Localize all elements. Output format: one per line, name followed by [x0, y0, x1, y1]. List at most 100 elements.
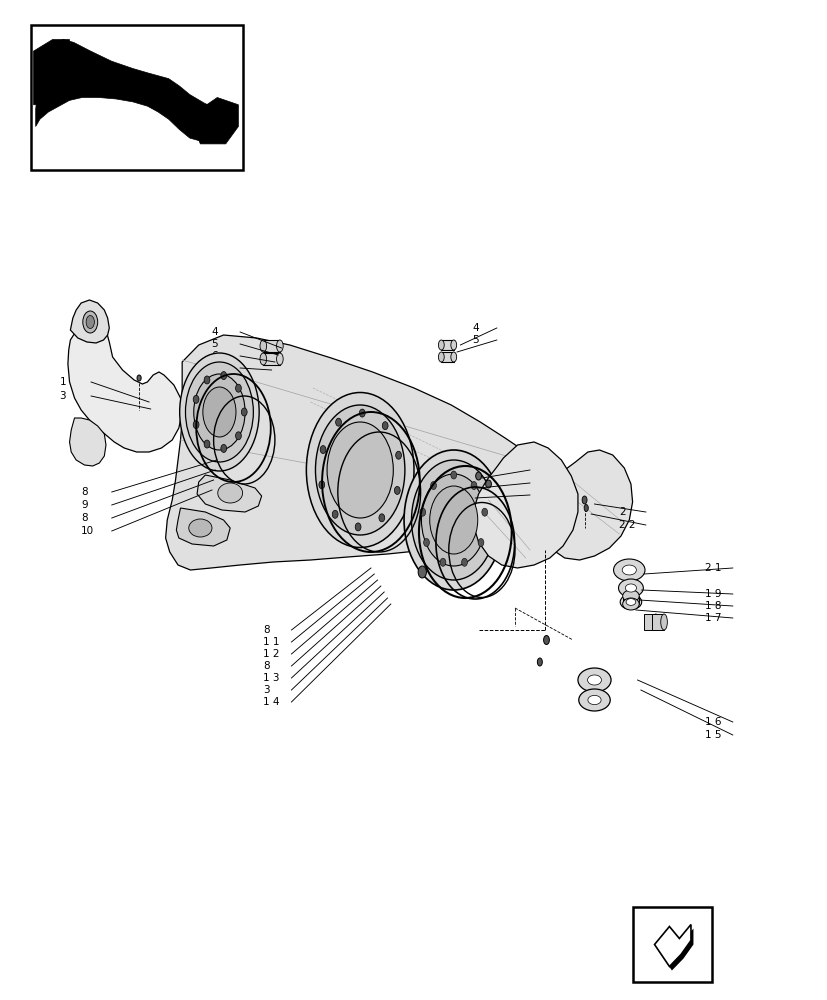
Ellipse shape [450, 471, 457, 479]
Ellipse shape [218, 483, 242, 503]
Ellipse shape [332, 510, 337, 518]
Text: 1 8: 1 8 [705, 601, 721, 611]
Ellipse shape [235, 384, 241, 392]
Text: 1 2: 1 2 [263, 649, 280, 659]
Ellipse shape [613, 559, 644, 581]
Ellipse shape [537, 658, 542, 666]
Ellipse shape [193, 395, 198, 403]
Ellipse shape [86, 316, 94, 328]
Polygon shape [34, 40, 69, 105]
Ellipse shape [189, 519, 212, 537]
Polygon shape [197, 475, 261, 512]
Ellipse shape [429, 486, 477, 554]
Ellipse shape [276, 353, 283, 365]
Ellipse shape [624, 584, 636, 592]
Ellipse shape [419, 508, 425, 516]
Text: 2 0: 2 0 [506, 465, 523, 475]
Ellipse shape [260, 340, 266, 352]
Polygon shape [70, 300, 109, 343]
Bar [633, 907, 711, 982]
Polygon shape [263, 340, 280, 352]
Text: 8: 8 [81, 513, 88, 523]
Ellipse shape [306, 392, 414, 548]
Ellipse shape [128, 73, 154, 102]
Ellipse shape [438, 352, 444, 362]
Ellipse shape [83, 311, 98, 333]
Ellipse shape [395, 451, 401, 459]
Polygon shape [653, 924, 690, 966]
Ellipse shape [137, 375, 141, 381]
Ellipse shape [359, 409, 365, 417]
Ellipse shape [404, 450, 503, 590]
Text: 3: 3 [60, 391, 66, 401]
Ellipse shape [625, 599, 635, 605]
Ellipse shape [327, 422, 393, 518]
Ellipse shape [621, 565, 636, 575]
Polygon shape [165, 335, 542, 570]
Ellipse shape [315, 405, 404, 535]
Ellipse shape [578, 689, 609, 711]
Ellipse shape [185, 362, 253, 462]
Text: 1 6: 1 6 [705, 717, 721, 727]
Ellipse shape [276, 340, 283, 352]
Ellipse shape [394, 486, 399, 494]
Ellipse shape [193, 421, 198, 429]
Ellipse shape [320, 446, 326, 454]
Ellipse shape [411, 460, 495, 580]
Ellipse shape [618, 579, 643, 597]
Ellipse shape [485, 480, 491, 488]
Polygon shape [539, 450, 632, 560]
Polygon shape [652, 614, 663, 630]
Ellipse shape [587, 675, 600, 685]
Polygon shape [196, 98, 238, 144]
Text: 4: 4 [471, 323, 478, 333]
Ellipse shape [543, 636, 549, 645]
Ellipse shape [583, 504, 587, 512]
Polygon shape [36, 40, 236, 141]
Ellipse shape [241, 408, 247, 416]
Text: 6: 6 [506, 478, 513, 488]
Ellipse shape [481, 508, 487, 516]
Polygon shape [68, 320, 182, 452]
Ellipse shape [179, 353, 259, 471]
Ellipse shape [421, 474, 485, 566]
Ellipse shape [471, 482, 476, 490]
Ellipse shape [477, 538, 483, 546]
Text: 7: 7 [211, 363, 218, 373]
Text: 1 4: 1 4 [263, 697, 280, 707]
Text: 2 2: 2 2 [619, 520, 635, 530]
Ellipse shape [335, 418, 341, 426]
Ellipse shape [203, 440, 210, 448]
Ellipse shape [379, 514, 385, 522]
Ellipse shape [194, 374, 245, 450]
Ellipse shape [203, 387, 236, 437]
Ellipse shape [418, 566, 426, 578]
Polygon shape [441, 340, 453, 350]
Text: 1 5: 1 5 [705, 730, 721, 740]
Text: 10: 10 [81, 526, 94, 536]
Text: 1 7: 1 7 [705, 613, 721, 623]
Text: 5: 5 [471, 335, 478, 345]
Text: 1: 1 [60, 377, 66, 387]
Text: 1 3: 1 3 [263, 673, 280, 683]
Ellipse shape [652, 614, 658, 630]
Polygon shape [441, 352, 453, 362]
Ellipse shape [581, 496, 586, 504]
Ellipse shape [260, 353, 266, 365]
Polygon shape [622, 596, 638, 604]
Polygon shape [69, 418, 106, 466]
Ellipse shape [587, 695, 600, 705]
Text: 2 1: 2 1 [705, 563, 721, 573]
Ellipse shape [619, 594, 641, 609]
Ellipse shape [461, 558, 466, 566]
Text: 8: 8 [263, 661, 270, 671]
Polygon shape [643, 614, 655, 630]
Ellipse shape [423, 538, 429, 546]
Ellipse shape [622, 590, 638, 602]
Ellipse shape [450, 352, 457, 362]
Text: 8: 8 [81, 487, 88, 497]
Ellipse shape [475, 472, 481, 480]
Text: 6: 6 [211, 351, 218, 361]
Text: 5: 5 [211, 339, 218, 349]
Ellipse shape [382, 422, 388, 430]
